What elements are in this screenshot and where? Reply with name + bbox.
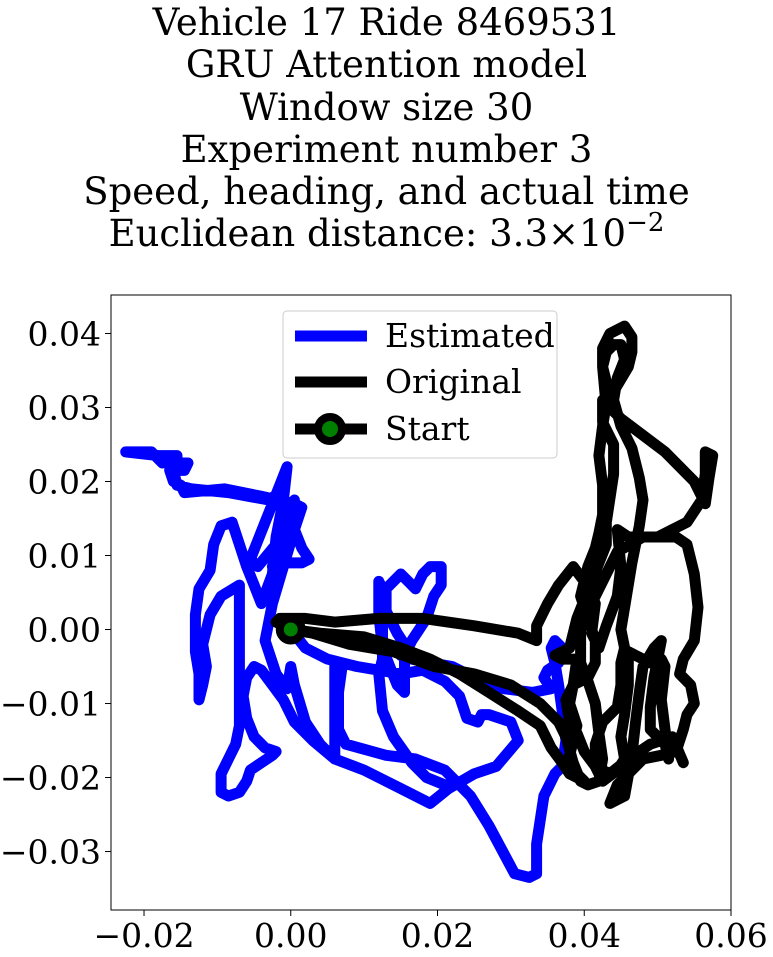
legend-start-marker: [314, 413, 346, 445]
legend-box: [282, 310, 558, 459]
title-line-2: GRU Attention model: [185, 43, 588, 87]
plot-frame: [110, 294, 732, 911]
y-tick-label: −0.03: [0, 833, 101, 872]
metric-times: ×: [547, 212, 579, 256]
tick-layer: −0.02 0.00 0.02 0.04 0.06 0.04 0.03 0.02 0.01 0.0…: [0, 314, 768, 955]
x-tick-label: 0.02: [401, 916, 474, 955]
metric-exponent: −2: [626, 208, 665, 239]
y-tick-label: 0.02: [28, 462, 101, 501]
title-line-4: Experiment number 3: [180, 127, 593, 171]
y-tick-label: 0.04: [28, 314, 101, 353]
series-original-line: [270, 320, 719, 809]
legend: Estimated Original Start: [282, 310, 558, 459]
metric-label: Euclidean distance:: [108, 212, 490, 256]
title-line-3: Window size 30: [239, 85, 534, 129]
series-layer: [120, 320, 719, 883]
start-layer: [275, 614, 306, 645]
title-metric-line: Euclidean distance: 3.3×10−2: [0, 210, 773, 256]
series-estimated-line: [120, 446, 572, 883]
start-marker: [275, 614, 306, 645]
y-tick-label: −0.01: [0, 685, 101, 724]
x-tick-label: 0.04: [548, 916, 621, 955]
y-tick-label: 0.00: [28, 611, 101, 650]
y-tick-label: −0.02: [0, 759, 101, 798]
x-tick-label: 0.06: [694, 916, 767, 955]
metric-mantissa: 3.3: [489, 212, 548, 256]
legend-estimated-label: Estimated: [385, 316, 555, 355]
legend-start-label: Start: [385, 409, 470, 448]
title-line-5: Speed, heading, and actual time: [83, 170, 690, 214]
legend-original-label: Original: [385, 362, 522, 401]
x-tick-label: −0.02: [93, 916, 194, 955]
x-tick-label: 0.00: [254, 916, 327, 955]
chart-title: Vehicle 17 Ride 8469531 GRU Attention mo…: [0, 1, 773, 256]
title-line-1: Vehicle 17 Ride 8469531: [152, 1, 621, 44]
metric-base: 10: [579, 212, 627, 256]
y-tick-label: 0.01: [28, 537, 101, 576]
y-tick-label: 0.03: [28, 388, 101, 427]
